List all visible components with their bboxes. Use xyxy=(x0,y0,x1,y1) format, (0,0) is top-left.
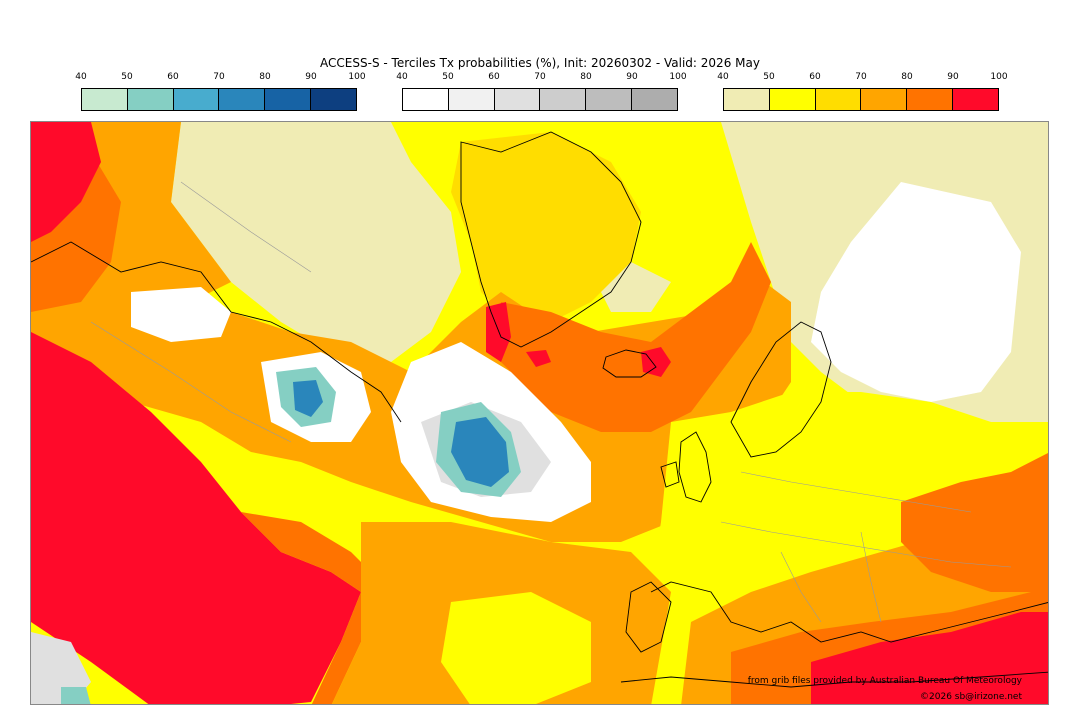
field-red-subtropical-atlantic xyxy=(31,332,361,704)
field-blue-central xyxy=(451,417,509,487)
field-teal-southwest xyxy=(61,687,91,704)
colorbar-tick-label: 40 xyxy=(396,72,408,82)
field-white-southwest xyxy=(31,632,91,704)
colorbar-swatch xyxy=(632,89,677,110)
colorbar-tick-label: 80 xyxy=(580,72,592,82)
colorbar-tick-label: 80 xyxy=(901,72,913,82)
probability-field xyxy=(31,122,1048,704)
colorbar-above-normal: 40 50 60 70 80 90 100 xyxy=(717,72,1008,112)
colorbar-tick-label: 60 xyxy=(488,72,500,82)
colorbar-below-normal: 40 50 60 70 80 90 100 xyxy=(75,72,366,112)
colorbar-swatch xyxy=(173,89,220,110)
field-gold-greenland xyxy=(451,132,641,322)
border-line xyxy=(860,531,882,623)
field-yellow-patch-south xyxy=(441,592,591,704)
credit-copyright: ©2026 sb@irizone.net xyxy=(920,692,1022,702)
border-line xyxy=(740,471,972,513)
colorbar-tick-label: 100 xyxy=(669,72,687,82)
colorbar-swatch xyxy=(724,89,770,110)
coastline-greenland xyxy=(460,131,642,348)
field-red-northwest xyxy=(31,122,101,242)
field-red-greenland-south xyxy=(486,302,511,362)
border-line xyxy=(90,321,292,443)
colorbar-swatch xyxy=(769,89,816,110)
colorbar-tick-label: 50 xyxy=(442,72,454,82)
coastline-scandinavia xyxy=(730,321,832,458)
colorbar-swatch xyxy=(127,89,174,110)
colorbar-ticks: 40 50 60 70 80 90 100 xyxy=(717,72,1007,84)
colorbar-tick-label: 50 xyxy=(121,72,133,82)
colorbar-swatches xyxy=(81,88,357,111)
colorbar-tick-label: 70 xyxy=(534,72,546,82)
colorbar-tick-label: 80 xyxy=(259,72,271,82)
colorbar-tick-label: 90 xyxy=(626,72,638,82)
field-orange-rim-subtropical xyxy=(241,512,381,704)
colorbar-swatch xyxy=(907,89,954,110)
field-darkorange-iceland xyxy=(491,242,771,432)
field-darkorange-east xyxy=(901,453,1048,592)
colorbar-swatches xyxy=(723,88,999,111)
field-red-iceland xyxy=(641,347,671,377)
colorbar-swatch xyxy=(815,89,862,110)
coastlines xyxy=(31,131,1048,688)
map-title: ACCESS-S - Terciles Tx probabilities (%)… xyxy=(320,56,760,70)
colorbar-tick-label: 90 xyxy=(305,72,317,82)
colorbar-ticks: 40 50 60 70 80 90 100 xyxy=(396,72,686,84)
colorbar-tick-label: 40 xyxy=(717,72,729,82)
colorbar-swatch xyxy=(403,89,449,110)
colorbar-tick-label: 100 xyxy=(990,72,1008,82)
colorbar-tick-label: 70 xyxy=(213,72,225,82)
coastline-north-america xyxy=(31,241,402,423)
colorbar-swatch xyxy=(265,89,312,110)
field-red-ireland-west xyxy=(526,350,551,367)
colorbar-swatch xyxy=(861,89,908,110)
colorbar-swatch xyxy=(82,89,128,110)
coastline-europe-south xyxy=(650,581,1048,643)
coastline-british-isles xyxy=(660,431,712,503)
colorbar-swatch xyxy=(540,89,587,110)
borders xyxy=(90,181,1012,623)
coastline-africa xyxy=(620,671,1048,688)
colorbar-swatch xyxy=(448,89,495,110)
colorbar-swatch xyxy=(953,89,998,110)
field-white-russia xyxy=(811,182,1021,402)
colorbar-tick-label: 50 xyxy=(763,72,775,82)
colorbar-tick-label: 40 xyxy=(75,72,87,82)
field-blue-labrador xyxy=(293,380,323,417)
colorbar-swatch xyxy=(586,89,633,110)
colorbar-normal: 40 50 60 70 80 90 100 xyxy=(396,72,687,112)
field-red-east-med xyxy=(811,612,1048,704)
colorbar-swatch xyxy=(311,89,356,110)
field-white-hudson xyxy=(131,287,231,342)
colorbar-tick-label: 70 xyxy=(855,72,867,82)
coastline-iberia xyxy=(625,581,672,653)
coastline-iceland xyxy=(602,349,657,378)
border-line xyxy=(780,551,822,623)
colorbar-tick-label: 100 xyxy=(348,72,366,82)
field-pale-north-america xyxy=(171,122,461,362)
colorbar-swatch xyxy=(219,89,266,110)
colorbar-swatches xyxy=(402,88,678,111)
colorbar-tick-label: 60 xyxy=(809,72,821,82)
probability-map: from grib files provided by Australian B… xyxy=(30,121,1049,705)
colorbar-tick-label: 60 xyxy=(167,72,179,82)
colorbar-tick-label: 90 xyxy=(947,72,959,82)
border-line xyxy=(180,181,312,273)
border-line xyxy=(720,521,1012,568)
credit-source: from grib files provided by Australian B… xyxy=(747,676,1022,686)
colorbar-ticks: 40 50 60 70 80 90 100 xyxy=(75,72,365,84)
colorbar-swatch xyxy=(494,89,541,110)
